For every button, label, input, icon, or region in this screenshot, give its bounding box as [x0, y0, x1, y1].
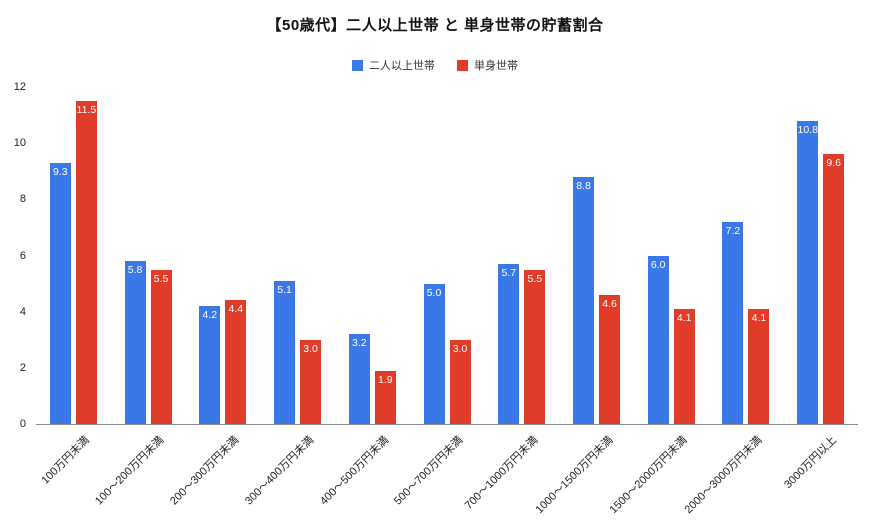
y-tick-label: 8: [19, 193, 26, 206]
bar: 4.4: [225, 300, 247, 424]
bar: 10.8: [797, 120, 819, 424]
bar: 3.2: [348, 334, 370, 424]
bar: 11.5: [75, 101, 97, 424]
bar: 5.5: [150, 269, 172, 424]
y-tick-label: 0: [19, 418, 26, 430]
x-axis-category-label: 400〜500万円未満: [317, 434, 391, 508]
bar-group: 5.7 5.5 700〜1000万円未満: [463, 87, 559, 512]
bar-value-label: 3.0: [452, 342, 468, 355]
x-axis-category-label: 1000〜1500万円未満: [533, 434, 616, 517]
x-axis-category-label: 200〜300万円未満: [168, 434, 242, 508]
bar: 1.9: [374, 370, 396, 424]
bar-value-label: 5.8: [127, 264, 143, 277]
legend-swatch-icon: [457, 59, 468, 71]
bar-value-label: 9.6: [826, 157, 841, 170]
x-axis-category-label: 500〜700万円未満: [392, 434, 466, 508]
bar: 6.0: [647, 255, 669, 424]
bar: 5.8: [124, 261, 146, 424]
bar-group: 5.8 5.5 100〜200万円未満: [93, 87, 186, 507]
bar-value-label: 7.2: [725, 224, 741, 237]
plot-area: 9.3 11.5 100万円未満 5.8 5.5 100〜200万円未満 4.2 4.4 200…: [36, 87, 858, 516]
legend-label: 単身世帯: [474, 60, 518, 72]
bar-value-label: 5.5: [527, 272, 543, 285]
bar: 4.6: [599, 294, 620, 424]
bar-value-label: 11.5: [76, 104, 97, 117]
bar-value-label: 4.2: [202, 309, 218, 322]
x-axis-category-label: 300〜400万円未満: [242, 434, 317, 508]
bar-value-label: 9.3: [53, 165, 68, 178]
bar: 4.1: [748, 308, 770, 424]
bar-value-label: 3.0: [303, 342, 318, 355]
bar: 3.0: [449, 339, 471, 424]
chart-title: 【50歳代】二人以上世帯 と 単身世帯の貯蓄割合: [266, 17, 604, 34]
bar-value-label: 4.1: [676, 311, 692, 324]
bar-value-label: 5.5: [153, 272, 169, 285]
chart-legend: 二人以上世帯 単身世帯: [0, 57, 870, 73]
bar: 8.8: [573, 176, 594, 424]
bar: 9.3: [49, 162, 71, 424]
bar-group: 5.1 3.0 300〜400万円未満: [243, 87, 335, 507]
bar: 5.1: [274, 280, 296, 424]
bar-value-label: 4.1: [751, 311, 767, 324]
y-tick-label: 12: [13, 81, 26, 93]
bar-value-label: 1.9: [377, 373, 393, 386]
bar: 3.0: [300, 339, 322, 424]
x-axis-category-label: 1500〜2000万円未満: [607, 434, 690, 517]
bar-group: 6.0 4.1 1500〜2000万円未満: [608, 87, 709, 516]
y-tick-label: 10: [13, 137, 26, 150]
bar-value-label: 5.7: [501, 266, 517, 279]
x-axis-category-label: 3000万円以上: [782, 434, 840, 492]
bar: 4.2: [199, 306, 221, 424]
bar-value-label: 6.0: [650, 258, 666, 271]
bar-value-label: 10.8: [797, 123, 818, 136]
bar-value-label: 8.8: [576, 179, 591, 192]
chart: 0 2 4 6 8 10 12 9.3 11.5 100万円未満 5.8 5.5 100〜200万円未…: [14, 81, 858, 516]
x-axis-category-label: 100万円未満: [39, 434, 92, 487]
bar-group: 5.0 3.0 500〜700万円未満: [392, 87, 485, 507]
bar: 9.6: [823, 154, 845, 424]
legend-label: 二人以上世帯: [369, 60, 435, 72]
legend-swatch-icon: [352, 59, 363, 71]
bar-group: 8.8 4.6 1000〜1500万円未満: [533, 87, 634, 516]
bar-group: 9.3 11.5 100万円未満: [36, 87, 111, 487]
bar-group: 4.2 4.4 200〜300万円未満: [168, 87, 260, 507]
bar: 5.7: [498, 263, 520, 424]
bar-value-label: 5.0: [426, 286, 442, 299]
bar: 7.2: [722, 221, 744, 424]
bar-value-label: 5.1: [277, 283, 292, 296]
y-tick-label: 6: [19, 249, 26, 262]
x-axis-category-label: 2000〜3000万円未満: [682, 434, 765, 517]
bar: 5.0: [423, 283, 445, 424]
bar-group: 7.2 4.1 2000〜3000万円未満: [683, 87, 784, 516]
y-axis: 0 2 4 6 8 10 12: [2, 81, 30, 430]
bar-group: 3.2 1.9 400〜500万円未満: [318, 87, 410, 507]
bar-value-label: 4.6: [602, 297, 617, 310]
bar: 4.1: [673, 308, 695, 424]
x-axis-category-label: 100〜200万円未満: [93, 434, 167, 508]
x-axis-category-label: 700〜1000万円未満: [462, 434, 541, 512]
legend-item: 単身世帯: [457, 57, 518, 73]
bar-group: 10.8 9.6 3000万円以上: [782, 87, 858, 491]
bar-value-label: 3.2: [351, 337, 367, 350]
y-tick-label: 2: [19, 361, 26, 374]
y-tick-label: 4: [19, 305, 26, 318]
bar-value-label: 4.4: [228, 303, 244, 316]
legend-item: 二人以上世帯: [352, 57, 435, 73]
bar: 5.5: [524, 269, 546, 424]
